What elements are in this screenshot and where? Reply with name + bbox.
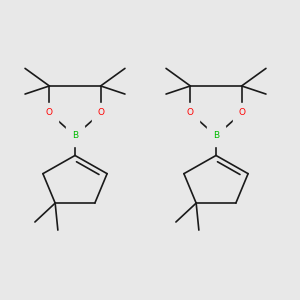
Text: B: B [213, 131, 219, 140]
Text: B: B [72, 131, 78, 140]
Text: O: O [187, 108, 194, 117]
Text: O: O [238, 108, 245, 117]
Text: O: O [46, 108, 53, 117]
Text: O: O [97, 108, 104, 117]
